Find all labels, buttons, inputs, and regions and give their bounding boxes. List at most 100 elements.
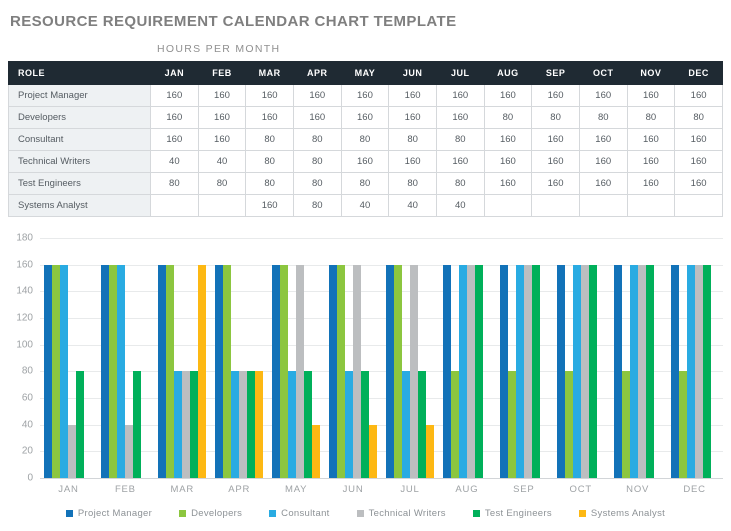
bar-test-engineers [645, 264, 654, 478]
bar-technical-writers [409, 264, 418, 478]
value-cell: 160 [435, 150, 485, 173]
value-cell: 160 [674, 172, 723, 195]
value-cell: 160 [674, 150, 723, 173]
bar-consultant [572, 264, 581, 478]
legend-label: Test Engineers [484, 508, 552, 519]
bar-consultant [458, 264, 467, 478]
value-cell: 160 [578, 150, 628, 173]
value-cell: 80 [245, 172, 294, 195]
bar-test-engineers [133, 371, 142, 478]
value-cell: 160 [578, 84, 628, 107]
value-cell: 40 [388, 194, 437, 217]
bar-group-jan [40, 238, 97, 478]
legend-swatch [179, 510, 187, 517]
bar-group-apr [211, 238, 268, 478]
page: RESOURCE REQUIREMENT CALENDAR CHART TEMP… [8, 13, 723, 519]
gridline [40, 478, 723, 479]
bar-group-oct [552, 238, 609, 478]
column-header-jan: JAN [150, 61, 199, 85]
legend-swatch [472, 510, 480, 517]
y-axis-tick-label: 180 [16, 232, 33, 244]
value-cell: 160 [626, 128, 676, 151]
bar-developers [393, 264, 402, 478]
bar-group-mar [154, 238, 211, 478]
bar-consultant [401, 371, 410, 478]
gridline [40, 451, 723, 453]
value-cell: 160 [483, 150, 533, 173]
column-header-apr: APR [292, 61, 342, 85]
bar-technical-writers [523, 264, 532, 478]
value-cell: 160 [435, 84, 485, 107]
y-axis-tick-label: 60 [21, 392, 33, 404]
bar-consultant [60, 264, 69, 478]
column-header-jun: JUN [388, 61, 437, 85]
table-row: Test Engineers 80 80 80 80 80 80 80 160 160 160 160… [8, 172, 723, 195]
bar-developers [507, 371, 516, 478]
x-axis-tick-label: SEP [513, 484, 535, 495]
y-axis-tick-label: 140 [16, 285, 33, 297]
bar-group-feb [97, 238, 154, 478]
bar-developers [450, 371, 459, 478]
table-subtitle: HOURS PER MONTH [157, 43, 281, 55]
value-cell: 160 [388, 106, 437, 129]
role-cell: Project Manager [8, 84, 151, 107]
value-cell: 160 [197, 106, 247, 129]
value-cell: 80 [435, 128, 485, 151]
table-body: Project Manager 160 160 160 160 160 160 160 160 1… [8, 84, 723, 217]
value-cell: 160 [483, 172, 533, 195]
value-cell: 160 [197, 84, 247, 107]
bar-developers [52, 264, 61, 478]
bar-test-engineers [361, 371, 370, 478]
value-cell: 160 [578, 128, 628, 151]
bar-technical-writers [580, 264, 589, 478]
value-cell [531, 194, 580, 217]
bar-project-manager [385, 264, 394, 478]
bar-developers [109, 264, 118, 478]
value-cell: 160 [340, 106, 390, 129]
legend-swatch [578, 510, 586, 517]
gridline [40, 344, 723, 346]
bar-test-engineers [76, 371, 85, 478]
bar-developers [166, 264, 175, 478]
legend-item-technical-writers: Technical Writers [356, 508, 446, 519]
value-cell: 160 [340, 150, 390, 173]
gridline [40, 424, 723, 426]
legend-label: Systems Analyst [590, 508, 666, 519]
legend-label: Project Manager [77, 508, 153, 519]
value-cell: 160 [531, 172, 580, 195]
value-cell: 80 [197, 172, 247, 195]
bar-group-may [268, 238, 325, 478]
bar-project-manager [556, 264, 565, 478]
value-cell: 80 [150, 172, 199, 195]
value-cell: 80 [292, 194, 342, 217]
column-header-may: MAY [340, 61, 390, 85]
x-axis-tick-label: DEC [683, 484, 706, 495]
role-cell: Technical Writers [8, 150, 151, 173]
legend-label: Technical Writers [368, 508, 446, 519]
role-cell: Developers [8, 106, 151, 129]
legend-label: Consultant [281, 508, 330, 519]
bar-test-engineers [304, 371, 313, 478]
bar-test-engineers [417, 371, 426, 478]
gridline [40, 238, 723, 239]
value-cell: 40 [340, 194, 390, 217]
bar-project-manager [158, 264, 167, 478]
legend-swatch [269, 510, 277, 517]
table-row: Developers 160 160 160 160 160 160 160 80 80 80 80 8… [8, 106, 723, 129]
table-row: Project Manager 160 160 160 160 160 160 160 160 1… [8, 84, 723, 107]
table-row: Consultant 160 160 80 80 80 80 80 160 160 160 160 16… [8, 128, 723, 151]
bar-developers [280, 264, 289, 478]
role-cell: Systems Analyst [8, 194, 151, 217]
value-cell: 160 [150, 128, 199, 151]
legend-item-systems-analyst: Systems Analyst [578, 508, 666, 519]
value-cell: 160 [435, 106, 485, 129]
legend-label: Developers [191, 508, 243, 519]
column-header-feb: FEB [197, 61, 247, 85]
value-cell: 80 [245, 128, 294, 151]
legend: Project Manager Developers Consultant Techn… [8, 508, 723, 519]
y-axis-tick-label: 0 [27, 472, 33, 484]
x-axis-tick-label: JAN [58, 484, 79, 495]
column-header-mar: MAR [245, 61, 294, 85]
value-cell: 40 [150, 150, 199, 173]
bar-group-aug [438, 238, 495, 478]
